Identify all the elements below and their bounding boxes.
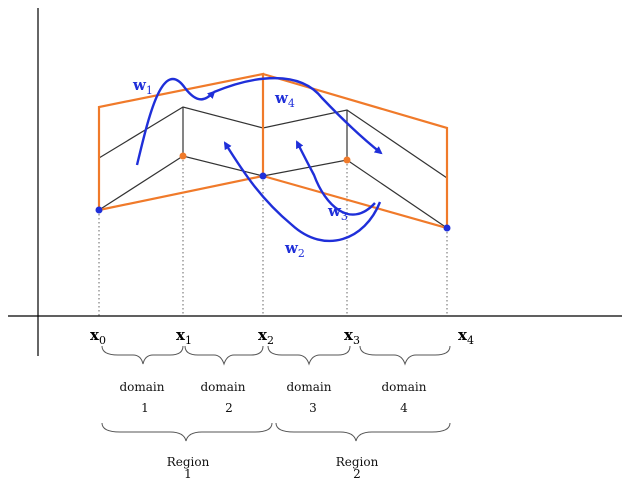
blue-curves — [135, 76, 383, 243]
region-brace-2 — [275, 422, 451, 442]
region-1-word: Region — [167, 455, 210, 469]
dotted-guides — [98, 156, 448, 316]
curve-w4 — [213, 76, 383, 155]
region-2-word: Region — [336, 455, 379, 469]
node-x2 — [259, 172, 267, 180]
domain-brace-1 — [101, 345, 184, 365]
curve-w3 — [295, 140, 376, 216]
label-w2: w2 — [284, 239, 305, 260]
region-outlines — [97, 72, 449, 230]
domain-1-num: 1 — [141, 401, 149, 415]
domain-braces — [101, 345, 451, 366]
label-w1: w1 — [132, 76, 153, 97]
domain-2-word: domain — [200, 380, 245, 394]
domain-4-word: domain — [381, 380, 426, 394]
node-x4 — [443, 224, 451, 232]
domain-1-word: domain — [119, 380, 164, 394]
curve-w1 — [135, 78, 216, 166]
domain-brace-4 — [359, 345, 451, 366]
label-x1: x1 — [176, 326, 192, 347]
domain-2-num: 2 — [225, 401, 233, 415]
region1-outline — [97, 72, 265, 212]
domain-3-num: 3 — [309, 401, 317, 415]
domain-3-word: domain — [286, 380, 331, 394]
region2-outline — [262, 72, 449, 230]
label-w4: w4 — [274, 89, 295, 110]
region-2-num: 2 — [353, 467, 361, 481]
region-braces — [101, 422, 451, 442]
label-x0: x0 — [90, 326, 106, 347]
domain-brace-2 — [184, 345, 264, 366]
region-1-num: 1 — [184, 467, 192, 481]
label-x3: x3 — [344, 326, 360, 347]
label-x2: x2 — [258, 326, 274, 347]
label-x4: x4 — [458, 326, 474, 347]
curve-w2 — [223, 141, 382, 243]
mesh-mid-line — [98, 155, 448, 229]
region-brace-1 — [101, 422, 273, 442]
mesh-top-line — [98, 106, 448, 179]
node-x3 — [343, 156, 351, 164]
domain-4-num: 4 — [400, 401, 408, 415]
node-x1 — [179, 152, 187, 160]
node-x0 — [95, 206, 103, 214]
label-w3: w3 — [327, 202, 348, 223]
domain-brace-3 — [267, 345, 351, 366]
mesh-lines — [98, 106, 448, 229]
